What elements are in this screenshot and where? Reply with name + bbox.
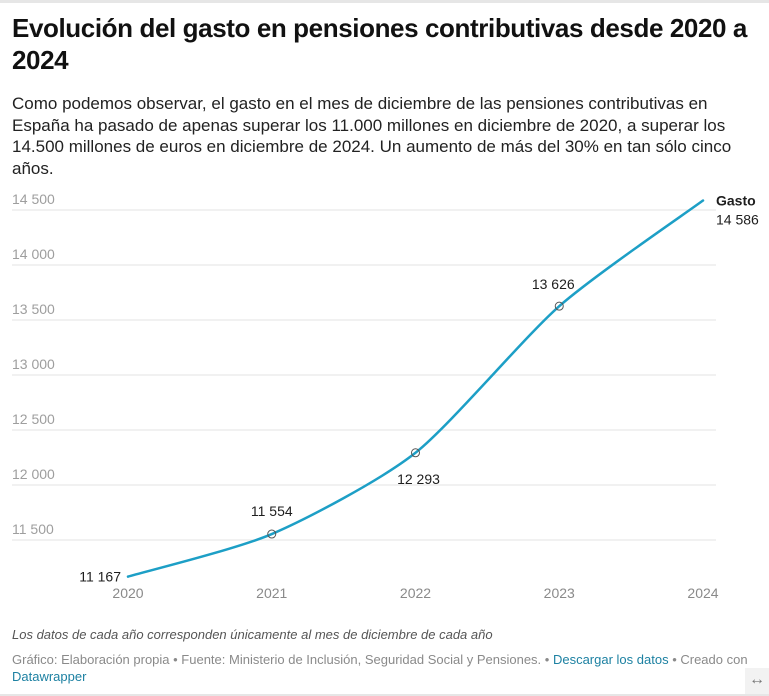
y-tick-label: 12 000 xyxy=(12,466,55,482)
data-label: 11 554 xyxy=(251,503,293,519)
y-axis: 11 500 12 000 12 500 13 000 13 500 14 000 14 5… xyxy=(12,191,55,537)
data-labels: 11 167 11 554 12 293 13 626 Gasto 14 586 xyxy=(79,193,759,585)
x-tick-label: 2020 xyxy=(112,585,143,601)
gridlines xyxy=(12,209,716,541)
data-point-marker xyxy=(554,301,564,311)
chart-note: Los datos de cada año corresponden única… xyxy=(12,627,493,642)
created-text: • Creado con xyxy=(668,652,748,667)
datawrapper-link[interactable]: Datawrapper xyxy=(12,669,87,684)
y-tick-label: 14 000 xyxy=(12,246,55,262)
y-tick-label: 11 500 xyxy=(12,521,54,537)
y-tick-label: 13 000 xyxy=(12,356,55,372)
y-tick-label: 14 500 xyxy=(12,191,55,207)
data-point-marker xyxy=(267,529,277,539)
line-chart: 11 500 12 000 12 500 13 000 13 500 14 000 14 5… xyxy=(12,191,759,601)
series-line-gasto xyxy=(126,199,705,578)
data-label: 13 626 xyxy=(532,276,575,292)
x-axis: 2020 2021 2022 2023 2024 xyxy=(112,585,718,601)
download-data-link[interactable]: Descargar los datos xyxy=(552,652,669,667)
source-text: Gráfico: Elaboración propia • Fuente: Mi… xyxy=(12,652,553,667)
resize-arrows-icon[interactable]: ↔ xyxy=(745,668,769,694)
data-label: 11 167 xyxy=(79,569,121,585)
data-point-marker xyxy=(411,448,420,458)
chart-source: Gráfico: Elaboración propia • Fuente: Mi… xyxy=(12,651,762,685)
x-tick-label: 2022 xyxy=(400,585,431,601)
bottom-border xyxy=(0,694,769,696)
chart-description: Como podemos observar, el gasto en el me… xyxy=(12,94,732,178)
data-label: 12 293 xyxy=(397,471,440,487)
y-tick-label: 13 500 xyxy=(12,301,55,317)
chart-title: Evolución del gasto en pensiones contrib… xyxy=(12,13,747,75)
data-label: 14 586 xyxy=(716,212,759,228)
series-gasto xyxy=(126,199,705,578)
top-border xyxy=(0,0,769,3)
x-tick-label: 2024 xyxy=(687,585,718,601)
y-tick-label: 12 500 xyxy=(12,411,55,427)
series-name-label: Gasto xyxy=(716,193,756,209)
x-tick-label: 2023 xyxy=(544,585,575,601)
x-tick-label: 2021 xyxy=(256,585,287,601)
